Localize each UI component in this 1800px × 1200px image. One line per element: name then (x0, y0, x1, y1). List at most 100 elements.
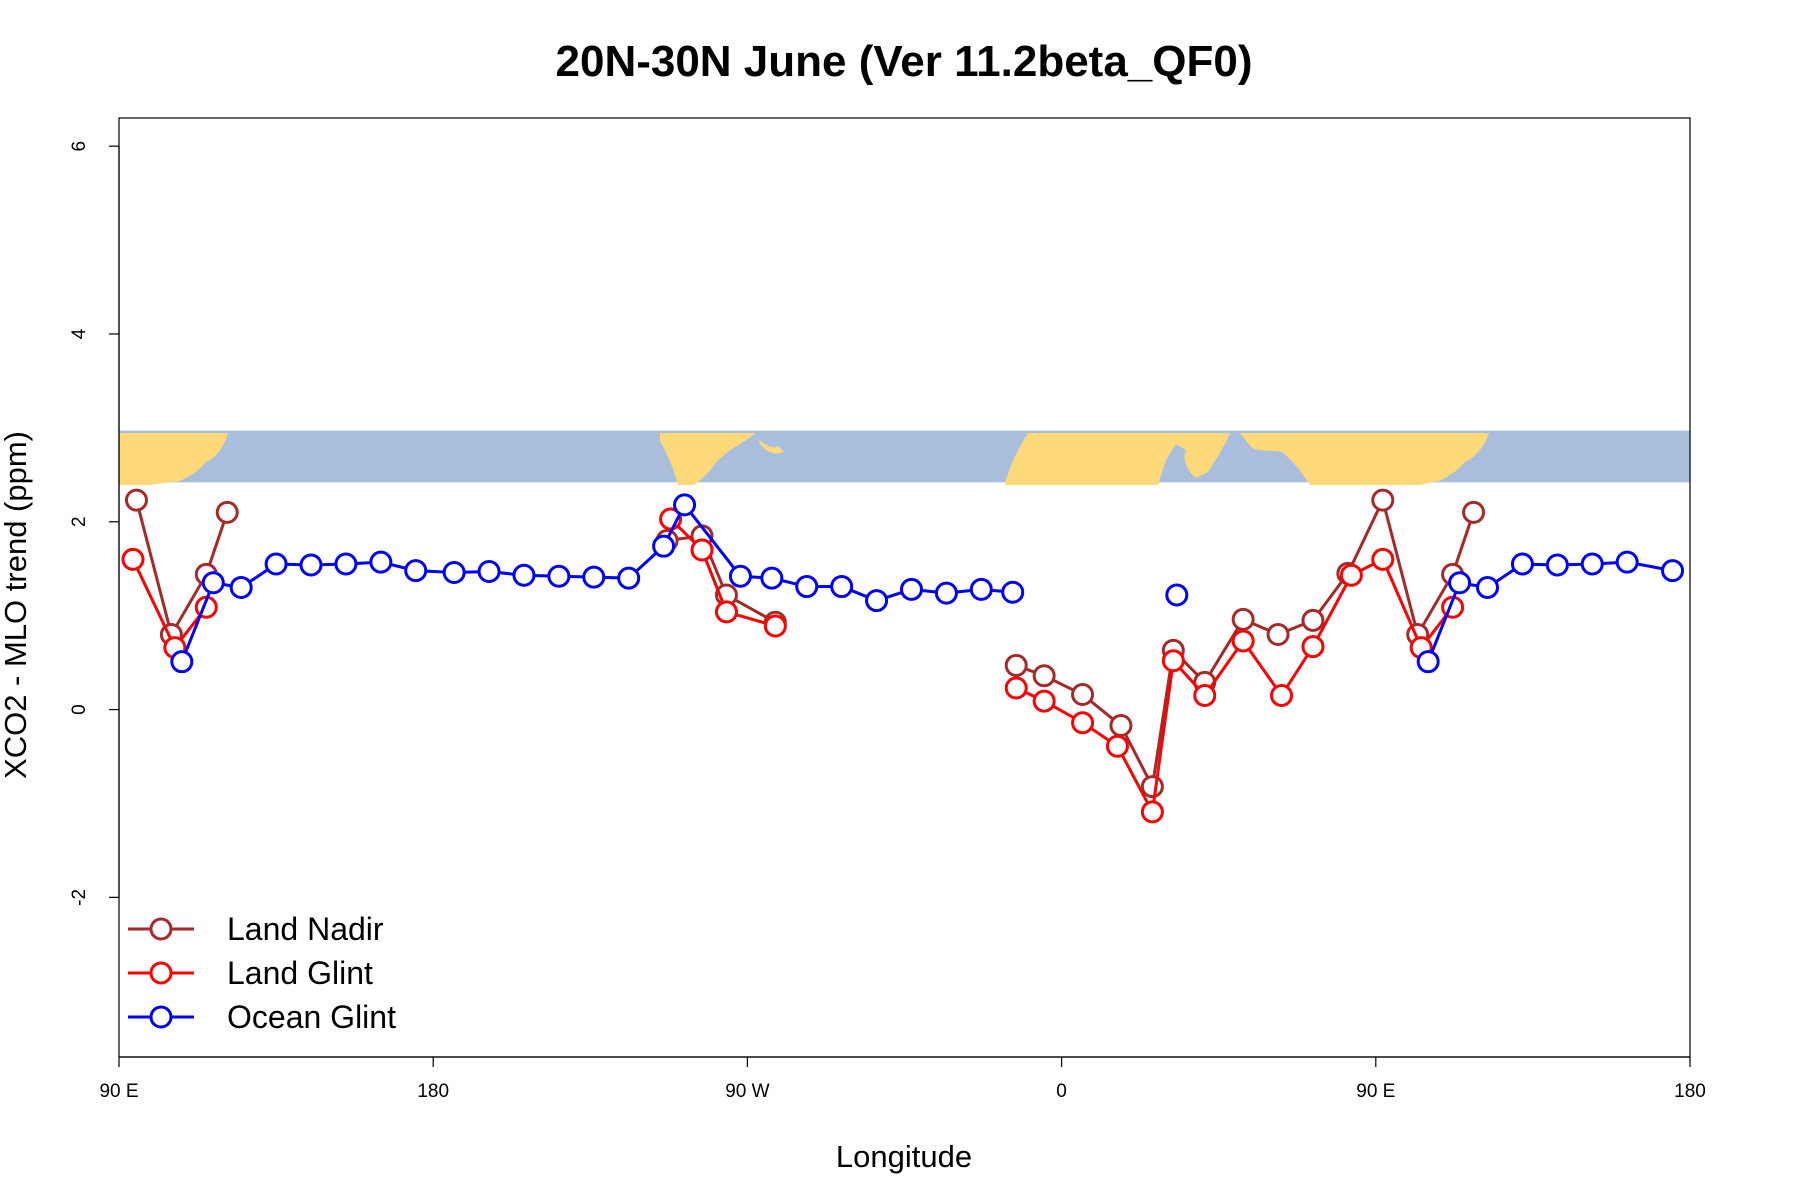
data-point (512, 563, 536, 587)
legend-item: Ocean Glint (128, 999, 396, 1035)
data-point (1301, 608, 1325, 632)
data-point (442, 560, 466, 584)
map-land-north-america (660, 433, 755, 485)
data-point (477, 560, 501, 584)
data-point (1270, 683, 1294, 707)
data-point (1371, 488, 1395, 512)
data-point (795, 575, 819, 599)
series-line (669, 517, 776, 628)
data-point (124, 488, 148, 512)
data-point (1476, 576, 1500, 599)
data-point (760, 566, 784, 590)
data-point (673, 493, 697, 517)
x-axis: 90 E 180 90 W 0 90 E 180 (99, 1056, 1706, 1102)
x-tick-label: 90 W (725, 1081, 769, 1102)
data-point (1371, 547, 1395, 571)
data-point (830, 575, 854, 599)
data-point (1301, 635, 1325, 659)
legend: Land Nadir Land Glint Ocean Glint (128, 911, 396, 1035)
x-tick-label: 180 (1674, 1081, 1706, 1102)
x-tick-label: 90 E (1356, 1081, 1395, 1102)
data-point (1004, 676, 1028, 700)
data-point (215, 500, 239, 524)
data-point (1161, 649, 1185, 673)
data-point (1032, 689, 1056, 713)
data-point (617, 566, 641, 590)
map-land-florida (758, 440, 784, 454)
legend-item: Land Glint (128, 955, 373, 991)
data-point (1193, 683, 1217, 707)
map-land-asia-west (119, 433, 228, 485)
legend-marker (149, 917, 173, 941)
data-point (1580, 552, 1604, 576)
data-point (1071, 683, 1095, 707)
y-tick-label: 0 (69, 704, 90, 715)
data-point (1032, 664, 1056, 688)
data-point (1231, 629, 1255, 653)
data-point (865, 589, 889, 613)
data-point (1140, 800, 1164, 824)
data-point (1231, 607, 1255, 631)
data-point (690, 538, 714, 562)
legend-label: Land Nadir (227, 911, 384, 947)
x-tick-label: 90 E (99, 1081, 138, 1102)
series-ocean-glint (170, 493, 1685, 674)
data-point (1448, 571, 1472, 595)
y-tick-label: -2 (69, 889, 90, 906)
data-point (1339, 563, 1363, 587)
y-tick-label: 6 (69, 141, 90, 152)
chart-title: 20N-30N June (Ver 11.2beta_QF0) (556, 37, 1253, 86)
data-point (404, 559, 428, 583)
data-point (201, 571, 225, 595)
data-point (728, 564, 752, 588)
x-tick-label: 180 (417, 1081, 449, 1102)
data-point (1462, 500, 1486, 524)
data-point (1165, 583, 1189, 607)
data-point (1105, 734, 1129, 758)
series-land-glint (121, 507, 1465, 824)
data-point (264, 552, 288, 576)
world-map-strip (119, 430, 1690, 485)
data-point (299, 553, 323, 577)
legend-marker (149, 1005, 173, 1029)
data-point (121, 547, 145, 571)
legend-label: Land Glint (227, 955, 373, 991)
x-axis-label: Longitude (836, 1139, 972, 1174)
legend-item: Land Nadir (128, 911, 384, 947)
data-point (334, 552, 358, 576)
data-point (170, 650, 194, 674)
y-tick-label: 2 (69, 516, 90, 527)
map-land-africa (1005, 433, 1230, 485)
series-line (666, 534, 777, 624)
data-point (1071, 711, 1095, 735)
data-point (1545, 553, 1569, 577)
data-point (1661, 559, 1685, 583)
data-point (1510, 552, 1534, 576)
data-point (714, 600, 738, 624)
data-point (582, 565, 606, 589)
data-point (547, 564, 571, 588)
data-point (934, 581, 958, 605)
series-layer (121, 488, 1685, 824)
data-point (652, 534, 676, 558)
legend-marker (149, 961, 173, 985)
data-point (763, 614, 787, 638)
x-tick-label: 0 (1056, 1081, 1067, 1102)
y-axis-label: XCO2 - MLO trend (ppm) (0, 431, 33, 779)
data-point (1140, 775, 1164, 799)
data-point (899, 577, 923, 601)
series-land-nadir (124, 488, 1486, 799)
data-point (1109, 714, 1133, 738)
map-land-asia (1240, 433, 1489, 485)
data-point (1004, 653, 1028, 677)
data-point (369, 550, 393, 574)
series-line (135, 499, 229, 639)
data-point (969, 577, 993, 601)
data-point (1266, 622, 1290, 646)
data-point (1416, 650, 1440, 674)
legend-label: Ocean Glint (227, 999, 396, 1035)
data-point (229, 576, 253, 599)
data-point (1615, 550, 1639, 574)
data-point (1001, 580, 1025, 604)
